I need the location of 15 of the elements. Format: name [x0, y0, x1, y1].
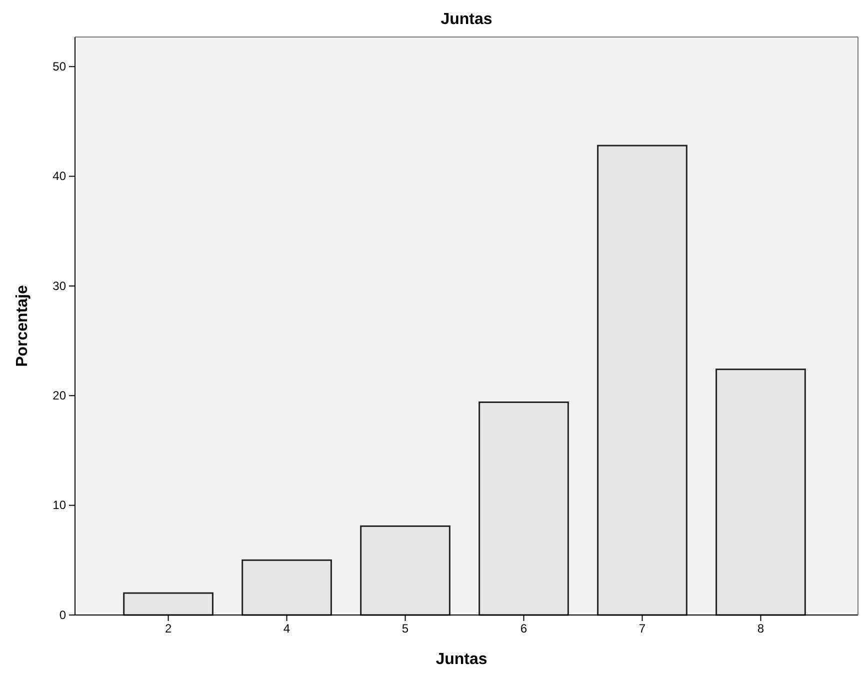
x-tick-label: 2 — [164, 622, 172, 636]
y-tick-label: 20 — [52, 388, 66, 402]
y-tick-label: 0 — [59, 608, 66, 622]
y-tick-label: 10 — [52, 498, 66, 512]
y-tick-label: 40 — [52, 169, 66, 184]
chart-title: Juntas — [440, 11, 492, 28]
x-axis-title: Juntas — [436, 651, 488, 668]
y-tick-label: 50 — [52, 59, 66, 74]
x-tick-label: 5 — [402, 622, 409, 636]
y-axis-title: Porcentaje — [14, 284, 31, 367]
y-tick-label: 30 — [52, 278, 66, 293]
x-tick-label: 4 — [283, 622, 290, 636]
x-tick-label: 8 — [757, 622, 764, 636]
x-tick-label: 7 — [638, 622, 646, 636]
x-tick-label: 6 — [520, 622, 528, 636]
